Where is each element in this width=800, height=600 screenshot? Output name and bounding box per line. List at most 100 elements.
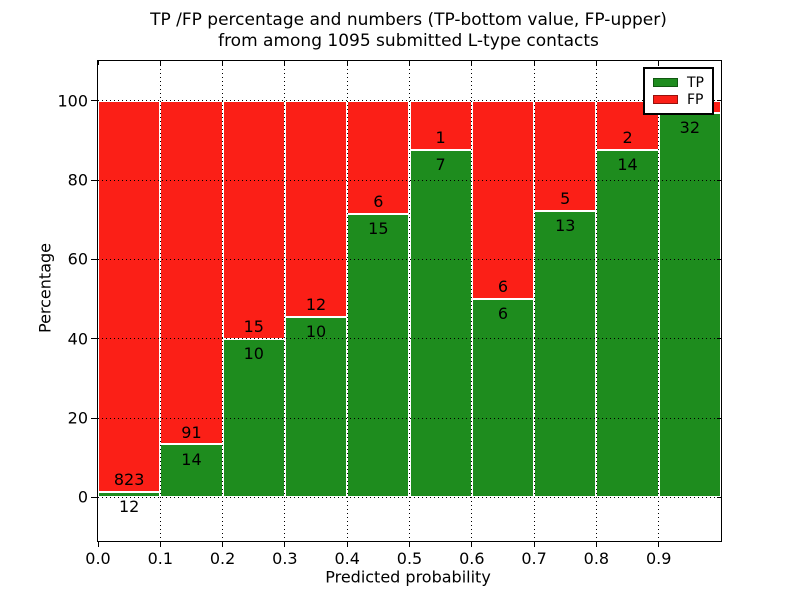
fp-count-label: 6 [373,192,384,212]
x-gridline [471,61,473,541]
x-tick-mark [346,541,348,547]
x-tick-label: 0.5 [396,549,423,568]
tp-bar-segment [534,210,597,498]
y-gridline [98,100,721,102]
tp-count-label: 13 [555,215,576,235]
x-tick-mark [97,541,99,547]
x-tick-mark [284,541,286,547]
tp-count-label: 14 [181,449,202,469]
fp-bar-segment [409,100,472,151]
legend: TP FP [643,67,714,115]
y-tick-mark-right [717,496,721,498]
y-tick-label: 80 [67,170,88,190]
y-tick-mark [91,179,97,181]
tp-bar-segment [409,150,472,498]
legend-entry-fp: FP [653,91,704,108]
x-gridline [533,61,535,541]
tp-count-label: 10 [243,343,264,363]
y-gridline [98,417,721,419]
tp-bar-segment [658,112,721,498]
x-gridline [159,61,161,541]
y-tick-mark-right [717,258,721,260]
fp-bar-segment [284,100,348,318]
y-tick-label: 100 [57,91,88,111]
y-gridline [98,496,721,498]
chart-title-line2: from among 1095 submitted L-type contact… [218,31,599,51]
x-tick-mark-top [97,61,99,65]
fp-bar-segment [347,100,410,214]
x-tick-mark [471,541,473,547]
plot-area: TP FP 823 12 91 14 15 10 12 10 6 15 1 7 6 6 5 13 2 14 32 0.… [57,60,722,568]
x-tick-label: 0.3 [272,549,298,568]
fp-count-label: 5 [560,188,571,208]
x-gridline [346,61,348,541]
y-tick-mark-right [717,179,721,181]
chart-title-line1: TP /FP percentage and numbers (TP-bottom… [150,10,667,30]
tp-count-label: 10 [305,322,327,342]
y-gridline [98,179,721,181]
tp-bar-segment [284,317,348,498]
y-tick-mark [91,338,97,340]
fp-count-label: 6 [497,277,509,297]
tp-count-label: 6 [497,304,509,324]
y-tick-mark [91,100,97,102]
legend-entry-tp: TP [653,74,704,91]
legend-label-tp: TP [687,74,704,91]
chart-title: TP /FP percentage and numbers (TP-bottom… [97,10,720,52]
fp-count-label: 1 [435,128,446,148]
x-tick-mark-top [346,61,348,65]
y-axis-label: Percentage [35,242,55,334]
y-tick-label: 20 [67,408,88,428]
tp-count-label: 15 [368,219,389,239]
x-gridline [658,61,660,541]
fp-count-label: 12 [305,295,327,315]
fp-bar-segment [471,100,535,299]
y-tick-label: 0 [77,487,88,507]
y-tick-mark [91,417,97,419]
y-tick-label: 60 [67,249,88,269]
fp-bar-segment [98,100,161,492]
tp-count-label: 32 [679,117,701,137]
fp-count-label: 91 [181,422,202,442]
x-axis-label: Predicted probability [325,567,491,587]
fp-count-label: 823 [113,469,145,489]
fp-count-label: 15 [243,316,264,336]
tp-count-label: 7 [435,155,446,175]
x-tick-label: 0.7 [521,549,547,568]
y-gridline [98,338,721,340]
x-tick-mark [533,541,535,547]
x-tick-mark-top [658,61,660,65]
legend-label-fp: FP [687,91,704,108]
x-tick-mark-top [471,61,473,65]
x-tick-mark [658,541,660,547]
x-tick-mark [159,541,161,547]
legend-swatch-tp-icon [653,78,678,87]
y-tick-mark [91,496,97,498]
y-tick-mark-right [717,338,721,340]
x-gridline [284,61,286,541]
x-gridline [222,61,224,541]
y-tick-mark [91,258,97,260]
x-tick-label: 0.4 [334,549,360,568]
x-tick-mark [595,541,597,547]
x-tick-label: 0.9 [645,549,672,568]
x-tick-mark-top [284,61,286,65]
fp-count-label: 2 [622,128,633,148]
y-tick-mark-right [717,417,721,419]
x-tick-label: 0.8 [583,549,610,568]
tp-bar-segment [347,214,410,498]
tp-count-label: 12 [118,496,140,516]
x-tick-mark [222,541,224,547]
y-tick-label: 40 [67,329,88,349]
x-tick-mark-top [595,61,597,65]
x-tick-mark-top [533,61,535,65]
fp-bar-segment [534,100,597,211]
legend-swatch-fp-icon [653,95,678,104]
fp-bar-segment [222,100,285,339]
x-tick-mark [409,541,410,547]
x-tick-label: 0.1 [147,549,174,568]
x-tick-mark-top [409,61,410,65]
x-tick-mark-top [159,61,161,65]
tp-bar-segment [596,150,659,498]
